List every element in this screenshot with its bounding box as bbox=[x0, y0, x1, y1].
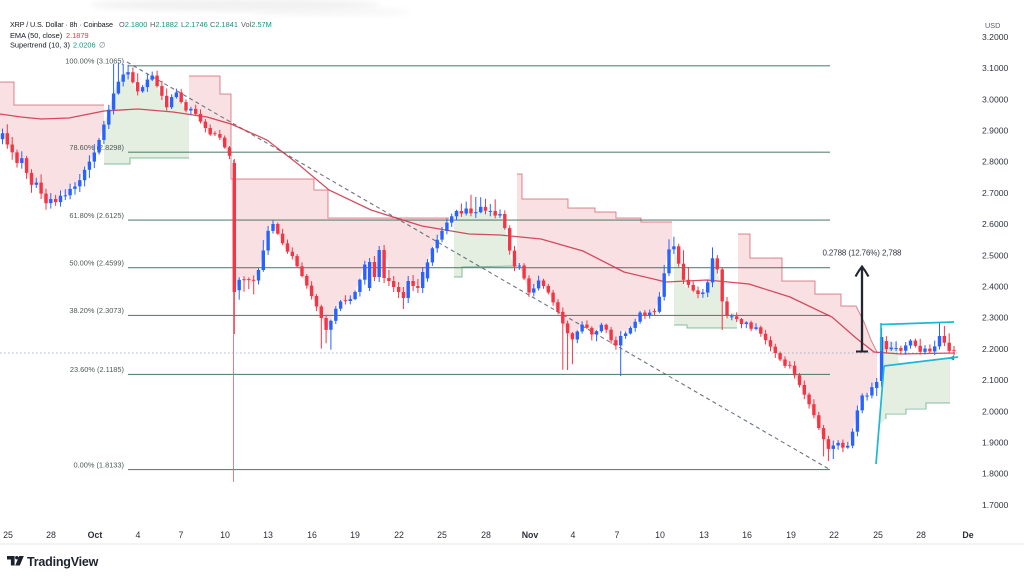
svg-text:Nov: Nov bbox=[522, 530, 539, 540]
svg-text:4: 4 bbox=[571, 530, 576, 540]
svg-text:O2.1800: O2.1800 bbox=[119, 20, 147, 29]
svg-text:2.4000: 2.4000 bbox=[982, 282, 1009, 292]
svg-text:2.6000: 2.6000 bbox=[982, 219, 1009, 229]
svg-text:38.20% (2.3073): 38.20% (2.3073) bbox=[69, 306, 124, 315]
svg-text:2.8000: 2.8000 bbox=[982, 157, 1009, 167]
svg-text:22: 22 bbox=[829, 530, 839, 540]
svg-text:∅: ∅ bbox=[99, 41, 105, 50]
svg-text:13: 13 bbox=[263, 530, 273, 540]
svg-text:2.0000: 2.0000 bbox=[982, 406, 1009, 416]
svg-text:TradingView: TradingView bbox=[27, 555, 99, 569]
svg-text:0.00% (1.8133): 0.00% (1.8133) bbox=[73, 460, 124, 469]
svg-text:2.1879: 2.1879 bbox=[66, 31, 89, 40]
svg-text:3.0000: 3.0000 bbox=[982, 94, 1009, 104]
svg-text:50.00% (2.4599): 50.00% (2.4599) bbox=[69, 259, 124, 268]
svg-text:100.00% (3.1065): 100.00% (3.1065) bbox=[65, 57, 124, 66]
svg-text:78.60% (2.8298): 78.60% (2.8298) bbox=[69, 143, 124, 152]
svg-text:7: 7 bbox=[179, 530, 184, 540]
svg-text:23.60% (2.1185): 23.60% (2.1185) bbox=[70, 365, 124, 374]
svg-text:2.2000: 2.2000 bbox=[982, 344, 1009, 354]
svg-text:25: 25 bbox=[873, 530, 883, 540]
svg-text:1.9000: 1.9000 bbox=[982, 438, 1009, 448]
svg-text:61.80% (2.6125): 61.80% (2.6125) bbox=[69, 211, 124, 220]
svg-text:C2.1841: C2.1841 bbox=[210, 20, 238, 29]
svg-text:XRP / U.S. Dollar · 8h · Coinb: XRP / U.S. Dollar · 8h · Coinbase bbox=[10, 20, 113, 29]
svg-text:De: De bbox=[962, 530, 973, 540]
svg-text:28: 28 bbox=[916, 530, 926, 540]
svg-text:Vol2.57M: Vol2.57M bbox=[241, 20, 272, 29]
svg-text:H2.1882: H2.1882 bbox=[150, 20, 178, 29]
svg-text:22: 22 bbox=[394, 530, 404, 540]
svg-text:16: 16 bbox=[742, 530, 752, 540]
svg-text:USD: USD bbox=[985, 21, 1000, 30]
svg-text:2.7000: 2.7000 bbox=[982, 188, 1009, 198]
svg-text:2.1000: 2.1000 bbox=[982, 375, 1009, 385]
svg-text:Oct: Oct bbox=[88, 530, 103, 540]
svg-text:16: 16 bbox=[307, 530, 317, 540]
svg-text:3.1000: 3.1000 bbox=[982, 63, 1009, 73]
svg-text:28: 28 bbox=[481, 530, 491, 540]
svg-text:19: 19 bbox=[786, 530, 796, 540]
svg-text:25: 25 bbox=[3, 530, 13, 540]
svg-text:1.7000: 1.7000 bbox=[982, 500, 1009, 510]
svg-text:13: 13 bbox=[699, 530, 709, 540]
svg-text:EMA (50, close): EMA (50, close) bbox=[10, 31, 62, 40]
svg-text:2.9000: 2.9000 bbox=[982, 126, 1009, 136]
svg-text:1.8000: 1.8000 bbox=[982, 469, 1009, 479]
svg-text:2.3000: 2.3000 bbox=[982, 313, 1009, 323]
svg-text:10: 10 bbox=[655, 530, 665, 540]
svg-text:Supertrend (10, 3): Supertrend (10, 3) bbox=[10, 41, 70, 50]
svg-text:3.2000: 3.2000 bbox=[982, 32, 1009, 42]
svg-text:2.5000: 2.5000 bbox=[982, 250, 1009, 260]
svg-text:28: 28 bbox=[46, 530, 56, 540]
svg-text:4: 4 bbox=[136, 530, 141, 540]
svg-text:25: 25 bbox=[437, 530, 447, 540]
svg-text:0.2788 (12.76%) 2,788: 0.2788 (12.76%) 2,788 bbox=[823, 249, 903, 258]
svg-text:7: 7 bbox=[615, 530, 620, 540]
svg-text:2.0206: 2.0206 bbox=[73, 41, 96, 50]
svg-text:19: 19 bbox=[350, 530, 360, 540]
svg-text:L2.1746: L2.1746 bbox=[181, 20, 208, 29]
svg-text:10: 10 bbox=[220, 530, 230, 540]
